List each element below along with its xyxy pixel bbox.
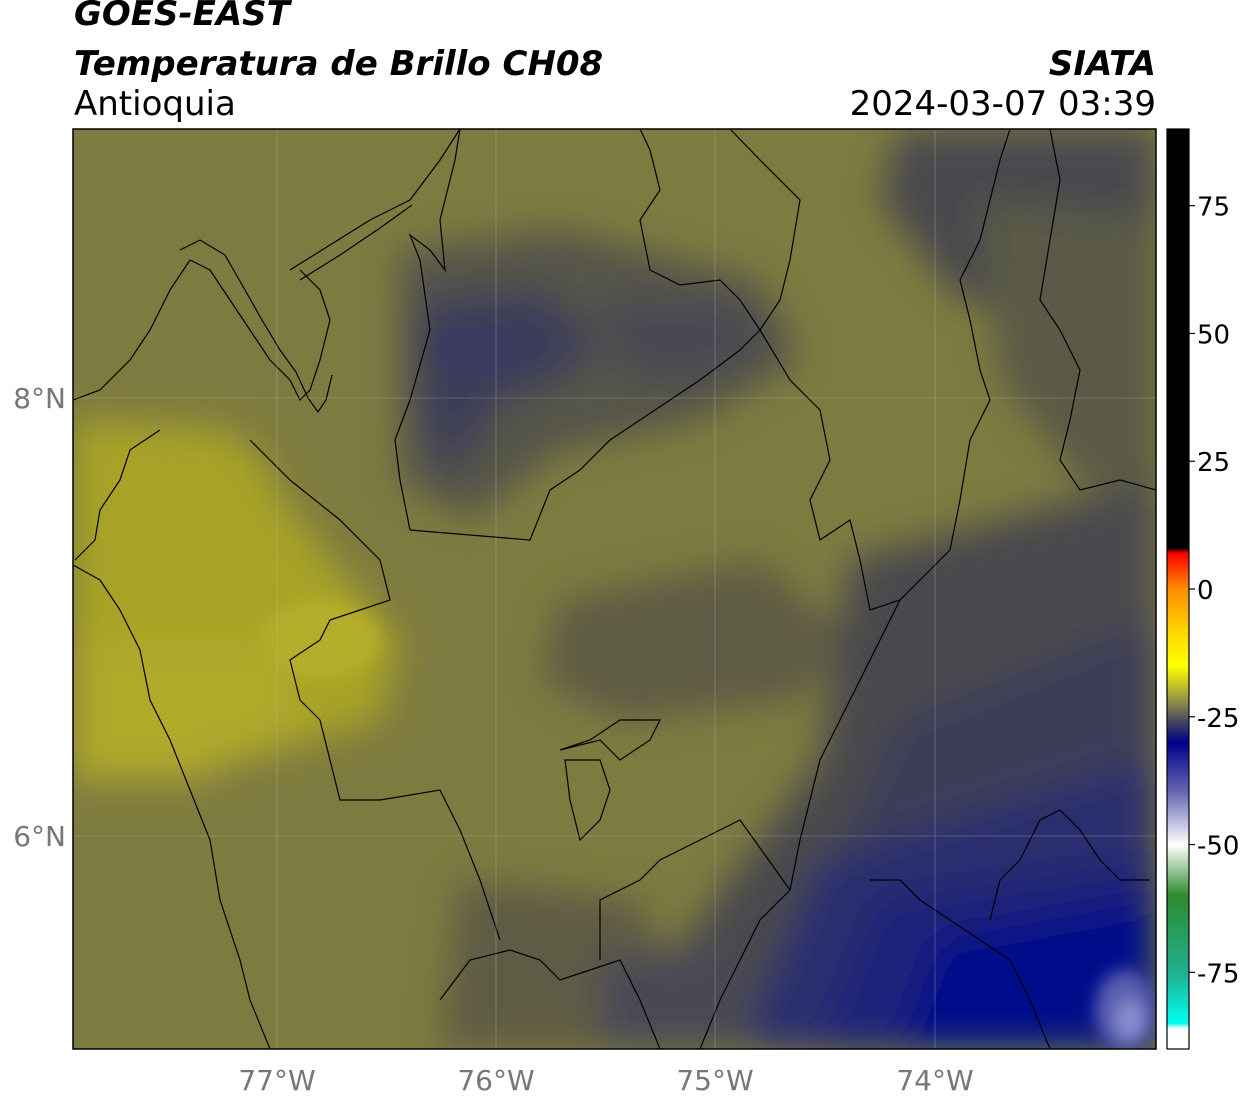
colorbar-tick-label: 25	[1197, 448, 1230, 478]
colorbar-tick-label: -25	[1197, 704, 1239, 734]
colorbar-tick-label: 75	[1197, 193, 1230, 223]
lon-tick-label: 74°W	[896, 1064, 973, 1097]
map-border	[72, 128, 1157, 1050]
colorbar-tick-label: 50	[1197, 320, 1230, 350]
product-title: Temperatura de Brillo CH08	[74, 44, 604, 84]
temperature-field	[73, 129, 1156, 1049]
boundaries	[73, 129, 1156, 1049]
colorbar-tick-label: -75	[1197, 959, 1239, 989]
colorbar: 75 50 25 0 -25 -50 -75	[1166, 128, 1239, 1050]
satellite-title: GOES-EAST	[74, 0, 290, 34]
datetime-label: 2024-03-07 03:39	[849, 84, 1156, 124]
longitude-labels: 77°W 76°W 75°W 74°W	[238, 1064, 973, 1097]
latitude-labels: 8°N 6°N	[13, 382, 66, 853]
colorbar-tick-label: -50	[1197, 832, 1239, 862]
colorbar-gradient	[1167, 129, 1189, 1049]
lon-tick-label: 75°W	[676, 1064, 753, 1097]
agency-label: SIATA	[1048, 44, 1156, 84]
gridlines	[73, 129, 1156, 1049]
lat-tick-label: 8°N	[13, 382, 66, 415]
lon-tick-label: 76°W	[457, 1064, 534, 1097]
region-title: Antioquia	[74, 84, 236, 124]
lat-tick-label: 6°N	[13, 820, 66, 853]
lon-tick-label: 77°W	[238, 1064, 315, 1097]
colorbar-tick-label: 0	[1197, 576, 1214, 606]
